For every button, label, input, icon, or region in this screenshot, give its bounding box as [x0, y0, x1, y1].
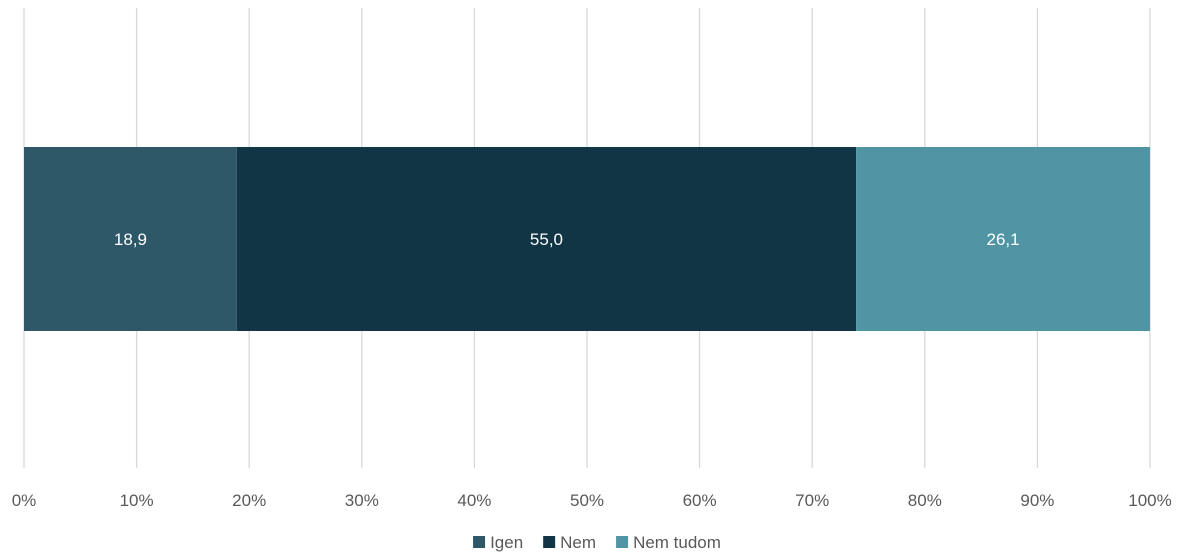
x-tick-label: 0% — [12, 491, 37, 510]
x-tick-label: 50% — [570, 491, 604, 510]
data-label: 18,9 — [114, 230, 147, 249]
x-tick-label: 10% — [120, 491, 154, 510]
legend: Igen Nem Nem tudom — [473, 533, 721, 552]
x-tick-label: 30% — [345, 491, 379, 510]
legend-item-nem: Nem — [543, 533, 596, 552]
x-axis-tick-labels: 0% 10% 20% 30% 40% 50% 60% 70% 80% 90% 100% — [12, 491, 1172, 510]
legend-item-igen: Igen — [473, 533, 523, 552]
bar-segment-nem-tudom — [856, 147, 1150, 331]
x-tick-label: 70% — [795, 491, 829, 510]
legend-swatch — [473, 536, 486, 548]
bar-segment-nem — [236, 147, 857, 331]
bar-segments — [24, 147, 1150, 331]
x-tick-label: 90% — [1020, 491, 1054, 510]
x-tick-label: 40% — [457, 491, 491, 510]
legend-label: Nem tudom — [633, 533, 721, 552]
legend-label: Nem — [560, 533, 596, 552]
x-tick-label: 100% — [1128, 491, 1171, 510]
data-label: 26,1 — [987, 230, 1020, 249]
x-tick-label: 60% — [683, 491, 717, 510]
x-tick-label: 80% — [908, 491, 942, 510]
data-label: 55,0 — [530, 230, 563, 249]
legend-swatch — [543, 536, 556, 548]
x-tick-label: 20% — [232, 491, 266, 510]
bar-segment-igen — [24, 147, 237, 331]
data-labels: 18,9 55,0 26,1 — [114, 230, 1020, 249]
legend-swatch — [616, 536, 629, 548]
legend-item-nem-tudom: Nem tudom — [616, 533, 721, 552]
legend-label: Igen — [490, 533, 523, 552]
